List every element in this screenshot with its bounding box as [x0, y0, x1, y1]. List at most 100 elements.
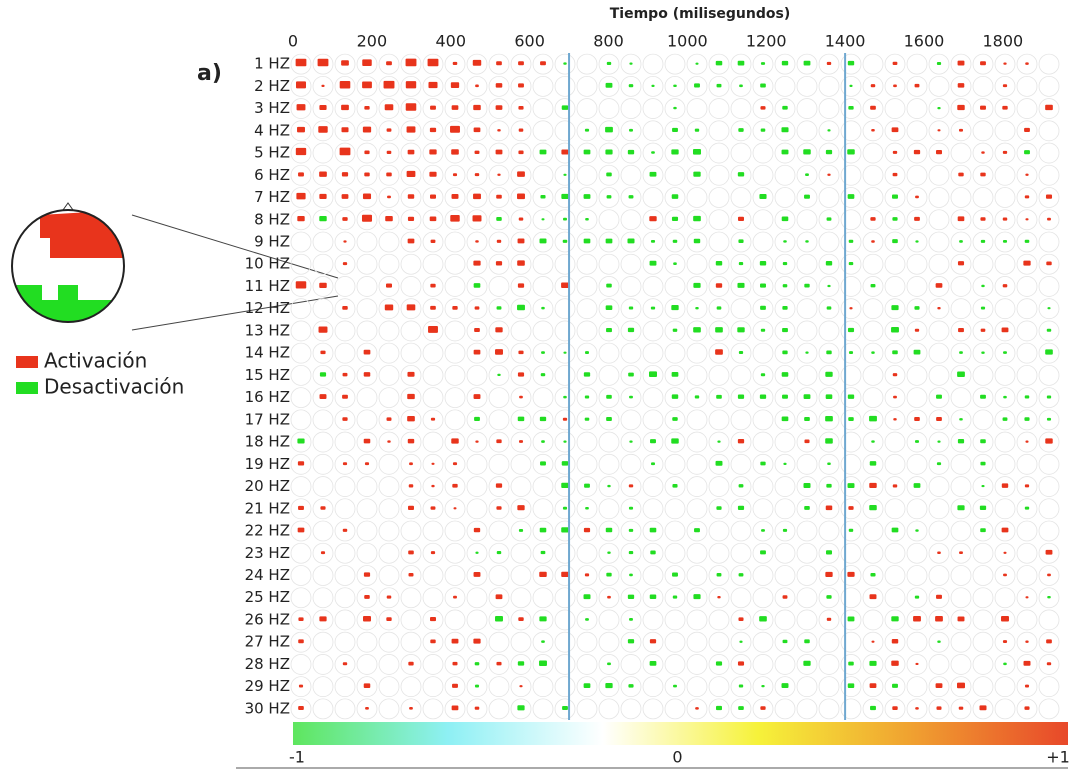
grid-circle — [972, 409, 994, 431]
grid-circle — [466, 120, 488, 142]
pattern-mark — [1045, 104, 1053, 111]
grid-circle — [906, 276, 928, 297]
grid-circle — [730, 231, 752, 253]
grid-circle — [906, 542, 928, 564]
grid-circle — [576, 587, 598, 609]
pattern-mark — [915, 440, 919, 443]
grid-circle — [378, 587, 400, 609]
pattern-mark — [518, 128, 524, 132]
pattern-mark — [847, 149, 855, 155]
grid-circle — [444, 631, 466, 653]
grid-circle — [1016, 431, 1038, 453]
y-tick-label: 11 HZ — [245, 277, 290, 295]
grid-circle — [334, 476, 356, 497]
grid-circle — [950, 276, 972, 297]
grid-circle — [620, 75, 642, 97]
grid-circle — [884, 409, 906, 431]
grid-circle — [862, 364, 884, 386]
grid-circle — [950, 53, 972, 75]
grid-circle — [620, 387, 642, 409]
grid-circle — [642, 364, 664, 386]
grid-circle — [422, 654, 444, 675]
pattern-mark — [298, 684, 304, 688]
pattern-mark — [342, 528, 348, 532]
pattern-mark — [936, 394, 942, 399]
grid-circle — [510, 431, 532, 453]
grid-circle — [818, 120, 840, 142]
pattern-mark — [519, 440, 523, 443]
grid-circle — [884, 98, 906, 119]
grid-circle — [290, 120, 312, 142]
grid-circle — [862, 298, 884, 320]
grid-circle — [686, 698, 708, 720]
grid-circle — [664, 698, 686, 720]
x-tick-label: 1000 — [667, 32, 708, 51]
pattern-mark — [387, 195, 391, 199]
pattern-mark — [386, 417, 392, 421]
grid-circle — [334, 164, 356, 186]
grid-circle — [972, 142, 994, 164]
grid-circle — [290, 364, 312, 386]
y-tick-label: 26 HZ — [245, 610, 290, 628]
grid-circle — [466, 476, 488, 497]
pattern-mark — [914, 306, 920, 310]
pattern-mark — [937, 551, 941, 554]
pattern-mark — [892, 373, 898, 377]
pattern-mark — [495, 327, 503, 333]
grid-circle — [532, 409, 554, 431]
grid-circle — [774, 142, 796, 164]
grid-circle — [576, 53, 598, 75]
grid-circle — [686, 476, 708, 497]
grid-circle — [642, 498, 664, 520]
grid-circle — [906, 320, 928, 342]
pattern-mark — [452, 661, 458, 666]
grid-circle — [510, 498, 532, 520]
grid-circle — [400, 498, 422, 520]
pattern-mark — [870, 705, 876, 711]
grid-circle — [290, 565, 312, 586]
grid-circle — [444, 498, 466, 520]
grid-circle — [664, 253, 686, 275]
grid-circle — [730, 142, 752, 164]
pattern-mark — [540, 194, 546, 199]
grid-circle — [334, 320, 356, 342]
grid-circle — [400, 120, 422, 142]
grid-circle — [488, 698, 510, 720]
pattern-mark — [405, 58, 417, 67]
grid-circle — [730, 654, 752, 675]
grid-circle — [334, 409, 356, 431]
grid-circle — [664, 298, 686, 320]
grid-circle — [334, 364, 356, 386]
grid-circle — [488, 676, 510, 698]
pattern-mark — [431, 462, 435, 465]
grid-circle — [598, 342, 620, 364]
grid-circle — [312, 209, 334, 231]
grid-circle — [290, 187, 312, 208]
grid-circle — [356, 431, 378, 453]
pattern-mark — [693, 171, 701, 177]
grid-circle — [1016, 53, 1038, 75]
pattern-mark — [673, 262, 677, 265]
pattern-mark — [694, 528, 700, 533]
grid-circle — [532, 431, 554, 453]
pattern-mark — [1024, 395, 1030, 399]
pattern-mark — [870, 217, 876, 221]
grid-circle — [466, 276, 488, 297]
pattern-mark — [671, 438, 679, 444]
pattern-mark — [892, 706, 898, 710]
pattern-mark — [827, 173, 831, 176]
grid-circle — [290, 276, 312, 297]
grid-circle — [686, 75, 708, 97]
grid-circle — [598, 276, 620, 297]
grid-circle — [686, 364, 708, 386]
grid-circle — [466, 520, 488, 542]
pattern-mark — [407, 238, 415, 244]
pattern-mark — [935, 150, 943, 155]
grid-circle — [950, 387, 972, 409]
pattern-mark — [296, 192, 306, 200]
grid-circle — [818, 476, 840, 497]
pattern-mark — [738, 617, 744, 621]
grid-circle — [642, 453, 664, 475]
pattern-mark — [561, 527, 569, 533]
grid-circle — [290, 609, 312, 631]
